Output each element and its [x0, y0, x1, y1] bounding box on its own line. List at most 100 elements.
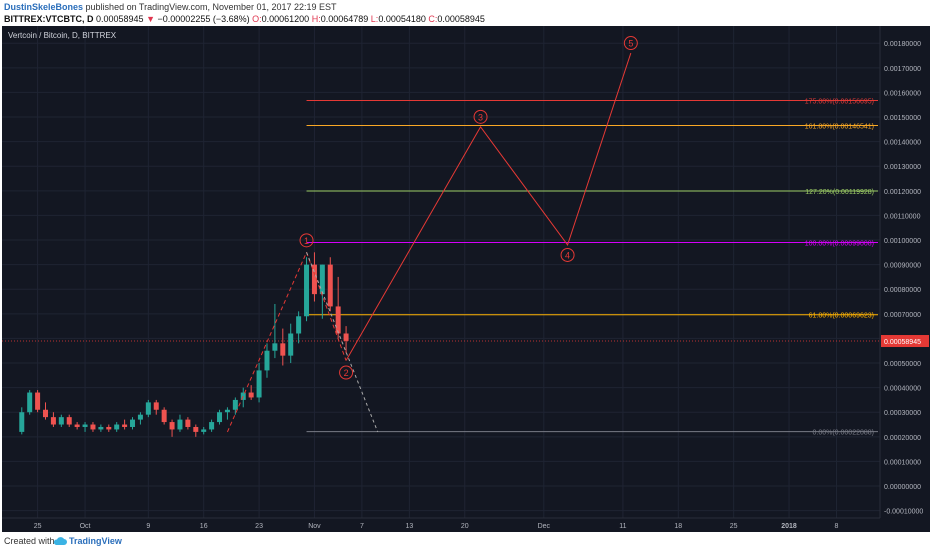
candle-body — [304, 264, 310, 317]
candle-body — [256, 370, 262, 398]
price-tick-label: -0.00010000 — [884, 509, 923, 516]
time-tick-label: 7 — [360, 523, 364, 530]
price-tick-label: 0.00130000 — [884, 164, 921, 171]
time-tick-label: Oct — [80, 523, 91, 530]
price-tick-label: 0.00010000 — [884, 459, 921, 466]
wave-marker-3[interactable] — [473, 109, 488, 124]
time-axis[interactable]: 25 Oct 9 16 23 Nov 7 13 20 Dec 11 18 25 2018 8 — [34, 523, 839, 530]
candle-body — [82, 424, 88, 427]
time-tick-label: 11 — [619, 523, 626, 530]
price-tick-label: 0.00120000 — [884, 189, 921, 196]
price-tick-label: 0.00160000 — [884, 90, 921, 97]
wave-marker-label: 5 — [628, 39, 633, 49]
fib-level-label: 100.00%(0.00099008) — [805, 240, 874, 247]
candle-body — [43, 409, 49, 418]
close-label: C: — [428, 14, 438, 24]
wave-marker-2[interactable] — [339, 365, 354, 380]
candle-body — [185, 419, 191, 427]
close-value: 0.00058945 — [437, 14, 485, 24]
candle-body — [296, 316, 302, 334]
last-price-badge — [881, 335, 929, 348]
open-value: 0.00061200 — [261, 14, 310, 24]
tradingview-link[interactable]: TradingView — [69, 536, 122, 546]
grid-lines — [2, 26, 880, 518]
publish-info: published on TradingView.com, November 0… — [85, 2, 337, 12]
time-tick-label: 23 — [255, 523, 263, 530]
chart-background — [2, 26, 930, 532]
candle-body — [272, 343, 278, 351]
chart-header: DustinSkeleBones published on TradingVie… — [0, 0, 932, 28]
wave-marker-1[interactable] — [299, 233, 314, 248]
price-tick-label: 0.00020000 — [884, 435, 921, 442]
time-tick-label: 8 — [835, 523, 839, 530]
wave-2-line[interactable] — [306, 252, 347, 361]
candle-body — [50, 417, 56, 425]
open-label: O: — [252, 14, 262, 24]
fibonacci-extension[interactable]: 175.00%(0.00156695)161.80%(0.00146541)12… — [306, 99, 878, 437]
down-arrow-icon: ▼ — [146, 14, 156, 24]
time-tick-label: Dec — [538, 523, 551, 530]
candle-body — [209, 422, 215, 430]
candle-body — [240, 392, 246, 400]
price-tick-label: 0.00070000 — [884, 312, 921, 319]
price-tick-label: 0.00050000 — [884, 361, 921, 368]
price-tick-label: 0.00140000 — [884, 140, 921, 147]
candle-body — [201, 429, 207, 432]
candle-body — [319, 264, 325, 295]
candle-body — [311, 264, 317, 295]
publish-line: DustinSkeleBones published on TradingVie… — [4, 2, 337, 12]
time-tick-label: 2018 — [781, 523, 797, 530]
created-with-label: Created with — [4, 536, 55, 546]
price-tick-label: 0.00040000 — [884, 386, 921, 393]
chart-area[interactable]: 175.00%(0.00156695) 161.80%(0.00146541) 12… — [2, 26, 930, 532]
candle-body — [177, 419, 183, 430]
price-tick-label: 0.00090000 — [884, 263, 921, 270]
candle-body — [169, 422, 175, 430]
candle-body — [232, 399, 238, 410]
fib-level-label: 161.80%(0.00146541) — [805, 124, 874, 131]
footer: Created with TradingView — [0, 532, 932, 550]
wave-marker-4[interactable] — [560, 247, 575, 262]
wave-marker-5[interactable] — [623, 36, 638, 51]
high-value: 0.00064789 — [320, 14, 369, 24]
candle-body — [288, 333, 294, 356]
candle-body — [90, 424, 96, 430]
candle-body — [130, 419, 136, 427]
elliott-wave[interactable]: 1 2 3 4 5 — [226, 36, 638, 433]
time-tick-label: Nov — [308, 523, 321, 530]
symbol-label: BITTREX:VTCBTC, D — [4, 14, 94, 24]
candle-body — [114, 424, 120, 430]
high-label: H: — [311, 14, 321, 24]
candle-body — [19, 412, 25, 432]
wave-marker-label: 3 — [478, 112, 483, 122]
time-tick-label: 18 — [674, 523, 682, 530]
price-tick-label: 0.00110000 — [884, 213, 921, 220]
candle-body — [343, 333, 349, 341]
wave-marker-label: 2 — [344, 368, 349, 378]
fib-level-label: 127.20%(0.00119928) — [805, 189, 874, 196]
wave-1-line[interactable] — [226, 252, 307, 433]
time-tick-label: 25 — [730, 523, 738, 530]
candle-body — [66, 417, 72, 425]
price-tick-label: 0.00170000 — [884, 66, 921, 73]
wave-3-5-path[interactable] — [345, 52, 632, 361]
projection-line[interactable] — [306, 252, 379, 433]
low-value: 0.00054180 — [378, 14, 426, 24]
candle-body — [217, 412, 223, 423]
author-link[interactable]: DustinSkeleBones — [4, 2, 84, 12]
time-tick-label: 16 — [200, 523, 208, 530]
price-axis[interactable]: 0.00180000 0.00170000 0.00160000 0.00150000… — [881, 41, 929, 516]
wave-marker-label: 1 — [304, 236, 309, 246]
candle-body — [106, 426, 112, 430]
candle-body — [137, 414, 143, 420]
low-label: L: — [370, 14, 379, 24]
chart-canvas[interactable]: 175.00%(0.00156695)161.80%(0.00146541)12… — [2, 26, 930, 532]
fib-level-label: 0.00%(0.00022088) — [813, 430, 875, 437]
candle-body — [98, 426, 104, 430]
candle-body — [58, 417, 64, 425]
candle-body — [122, 424, 128, 427]
time-tick-label: 25 — [34, 523, 42, 530]
price-tick-label: 0.00100000 — [884, 238, 921, 245]
last-price-badge-label: 0.00058945 — [884, 339, 921, 346]
wave-marker-label: 4 — [565, 250, 570, 260]
